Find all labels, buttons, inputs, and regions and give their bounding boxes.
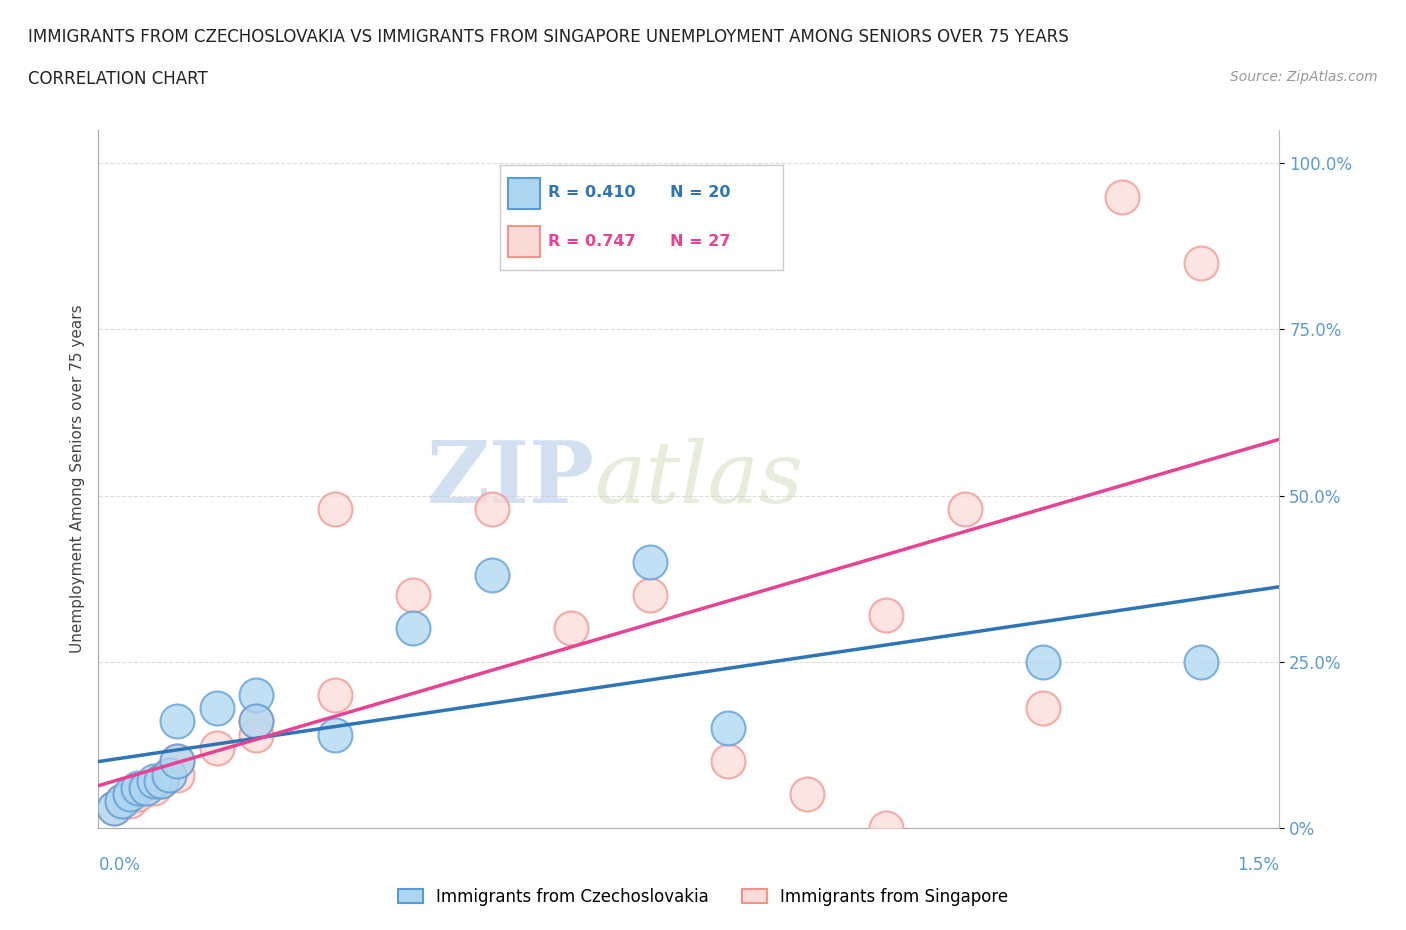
Point — [245, 687, 267, 702]
Point — [875, 607, 897, 622]
Text: 0.0%: 0.0% — [98, 856, 141, 873]
Text: IMMIGRANTS FROM CZECHOSLOVAKIA VS IMMIGRANTS FROM SINGAPORE UNEMPLOYMENT AMONG S: IMMIGRANTS FROM CZECHOSLOVAKIA VS IMMIGR… — [28, 28, 1069, 46]
Point — [875, 820, 897, 835]
Point — [127, 780, 149, 795]
Point — [638, 588, 661, 603]
Point — [142, 780, 165, 795]
Point — [111, 793, 134, 808]
Point — [111, 793, 134, 808]
Point — [142, 774, 165, 789]
Point — [157, 767, 180, 782]
Point — [150, 774, 173, 789]
Text: N = 27: N = 27 — [671, 234, 731, 249]
Point — [127, 787, 149, 802]
Point — [205, 700, 228, 715]
Point — [323, 687, 346, 702]
Point — [166, 754, 188, 769]
Point — [323, 727, 346, 742]
Point — [157, 767, 180, 782]
Text: atlas: atlas — [595, 438, 804, 520]
Point — [166, 714, 188, 729]
Point — [481, 568, 503, 583]
Point — [638, 554, 661, 569]
Point — [245, 727, 267, 742]
Text: Source: ZipAtlas.com: Source: ZipAtlas.com — [1230, 70, 1378, 84]
Point — [205, 740, 228, 755]
Y-axis label: Unemployment Among Seniors over 75 years: Unemployment Among Seniors over 75 years — [69, 305, 84, 653]
Point — [166, 754, 188, 769]
Point — [1189, 654, 1212, 669]
Point — [717, 721, 740, 736]
FancyBboxPatch shape — [509, 226, 540, 257]
Text: 1.5%: 1.5% — [1237, 856, 1279, 873]
Point — [150, 774, 173, 789]
Legend: Immigrants from Czechoslovakia, Immigrants from Singapore: Immigrants from Czechoslovakia, Immigran… — [391, 881, 1015, 912]
Point — [481, 501, 503, 516]
Point — [135, 780, 157, 795]
Point — [560, 621, 582, 636]
Point — [323, 501, 346, 516]
Point — [402, 621, 425, 636]
Point — [166, 767, 188, 782]
Text: CORRELATION CHART: CORRELATION CHART — [28, 70, 208, 87]
Text: ZIP: ZIP — [426, 437, 595, 521]
Point — [402, 588, 425, 603]
Point — [1189, 256, 1212, 271]
Point — [717, 754, 740, 769]
Point — [103, 801, 125, 816]
Point — [245, 714, 267, 729]
Text: N = 20: N = 20 — [671, 185, 731, 200]
Point — [118, 787, 141, 802]
FancyBboxPatch shape — [509, 178, 540, 209]
Point — [796, 787, 818, 802]
Point — [135, 780, 157, 795]
Point — [245, 714, 267, 729]
Point — [1032, 700, 1054, 715]
Text: R = 0.747: R = 0.747 — [548, 234, 636, 249]
Text: R = 0.410: R = 0.410 — [548, 185, 636, 200]
Point — [953, 501, 976, 516]
Point — [1111, 189, 1133, 204]
Point — [118, 793, 141, 808]
Point — [1032, 654, 1054, 669]
Point — [103, 801, 125, 816]
